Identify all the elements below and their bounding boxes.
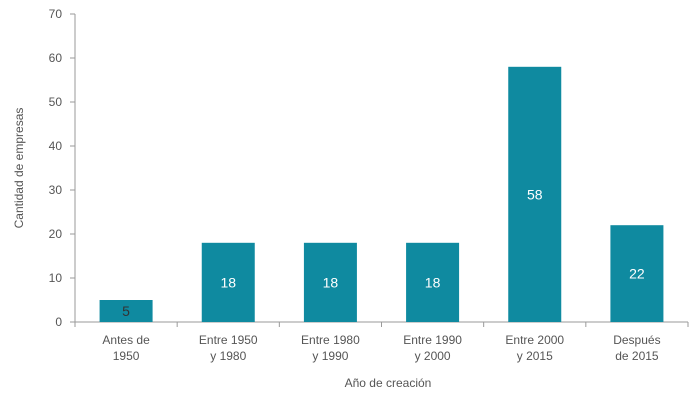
y-tick-label: 40	[49, 139, 63, 153]
x-tick-label-line: Antes de	[102, 333, 150, 347]
y-tick-label: 10	[49, 271, 63, 285]
x-tick-label: Antes de 1950	[102, 333, 150, 363]
x-tick-label: Después de 2015	[613, 333, 660, 363]
x-tick-label-line: y 2015	[517, 349, 553, 363]
bar	[303, 242, 357, 322]
bar	[508, 66, 562, 322]
x-tick-label: Entre 1980 y 1990	[301, 333, 360, 363]
x-tick-label-line: 1950	[113, 349, 140, 363]
bar	[99, 300, 153, 322]
x-tick-label-line: Entre 2000	[505, 333, 564, 347]
bar-value-label: 5	[122, 303, 130, 319]
y-tick-label: 20	[49, 227, 63, 241]
bar	[610, 225, 664, 322]
x-tick-label-line: y 1980	[210, 349, 246, 363]
y-tick-label: 70	[49, 7, 63, 21]
y-tick-label: 0	[55, 315, 62, 329]
x-axis-title: Año de creación	[345, 376, 432, 390]
y-tick-label: 60	[49, 51, 63, 65]
bar-value-label: 18	[220, 274, 236, 290]
y-axis: 0 10 20 30 40 50 60 70	[49, 7, 76, 329]
bar-value-label: 18	[323, 274, 339, 290]
x-tick-label: Entre 1950 y 1980	[199, 333, 258, 363]
y-tick-label: 50	[49, 95, 63, 109]
x-tick-label: Entre 2000 y 2015	[505, 333, 564, 363]
bar-value-label: 18	[425, 274, 441, 290]
x-axis: Antes de 1950 Entre 1950 y 1980 Entre 1980 y …	[74, 321, 689, 363]
x-tick-label-line: de 2015	[615, 349, 659, 363]
y-tick-label: 30	[49, 183, 63, 197]
x-tick-label-line: y 2000	[415, 349, 451, 363]
x-tick-label-line: Después	[613, 333, 660, 347]
x-tick-label-line: Entre 1980	[301, 333, 360, 347]
x-tick-label: Entre 1990 y 2000	[403, 333, 462, 363]
y-axis-title: Cantidad de empresas	[12, 108, 26, 229]
bar-value-label: 22	[629, 266, 645, 282]
x-tick-label-line: Entre 1990	[403, 333, 462, 347]
bar	[201, 242, 255, 322]
bar-value-label: 58	[527, 186, 543, 202]
bars: 5 18 18 18 58 22	[99, 66, 664, 322]
x-tick-label-line: y 1990	[312, 349, 348, 363]
bar	[406, 242, 460, 322]
x-tick-label-line: Entre 1950	[199, 333, 258, 347]
